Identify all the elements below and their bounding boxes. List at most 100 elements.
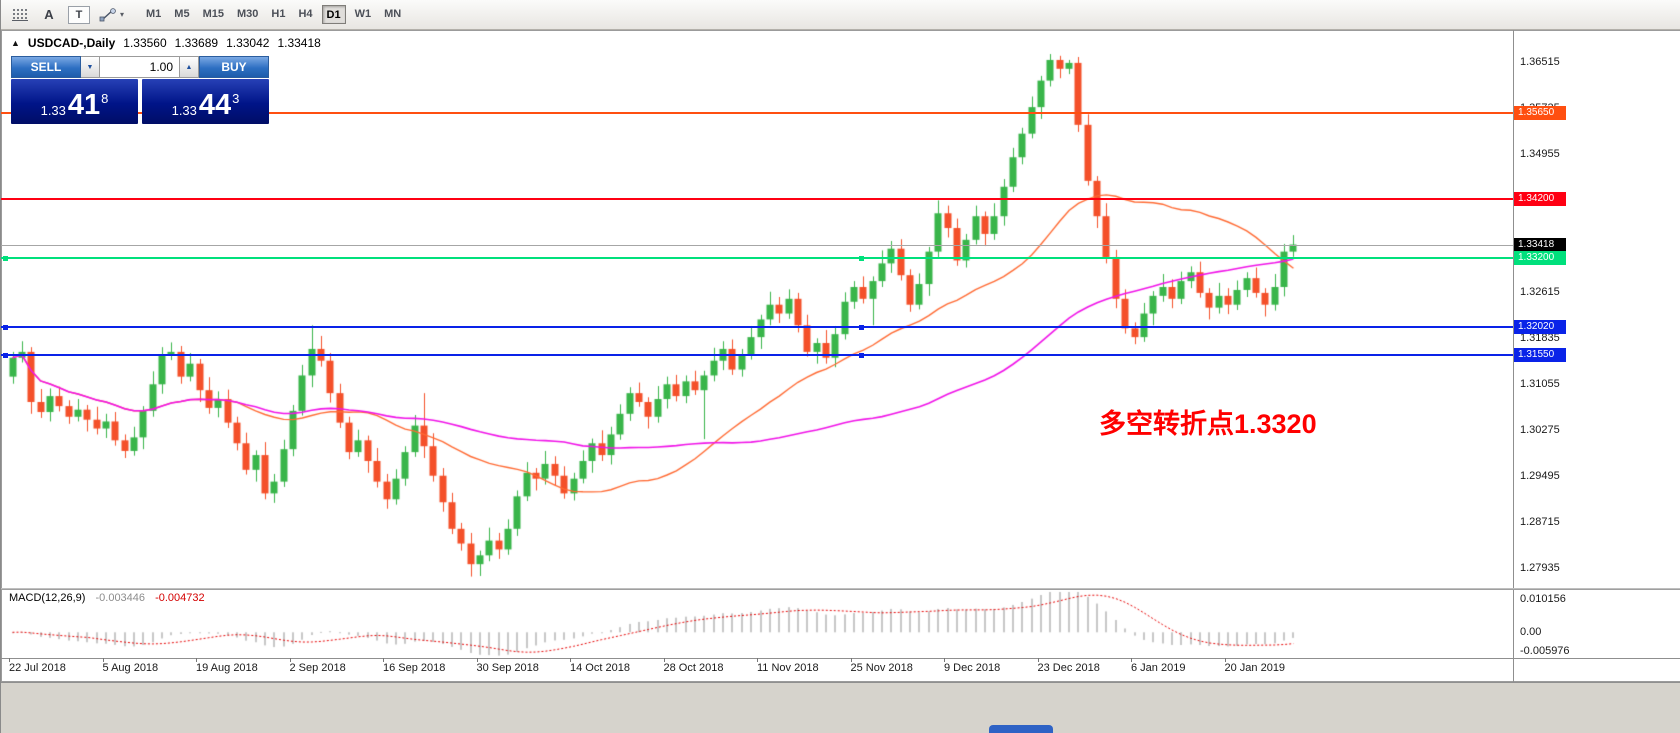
price-axis-label: 1.28715 [1520, 516, 1560, 528]
hline-1.31550[interactable] [1, 353, 1513, 356]
shapes-tool-icon[interactable]: ▾ [99, 4, 124, 26]
toolbar: A T ▾ M1 M5 M15 M30 H1 H4 D1 W1 MN [1, 0, 1680, 30]
line-handle[interactable] [3, 255, 8, 261]
sell-price-prefix: 1.33 [40, 103, 66, 118]
time-axis-label: 11 Nov 2018 [757, 662, 819, 674]
time-axis-label: 9 Dec 2018 [944, 662, 1001, 674]
line-handle[interactable] [859, 352, 864, 358]
price-axis-label: 1.27935 [1520, 562, 1560, 574]
time-axis-tick [196, 658, 197, 662]
time-axis-label: 14 Oct 2018 [570, 662, 630, 674]
open-value: 1.33560 [123, 36, 167, 50]
price-axis-label: 1.31835 [1520, 332, 1560, 344]
dropdown-caret-icon: ▾ [120, 10, 125, 19]
sell-button[interactable]: SELL [11, 56, 81, 78]
text-tool-icon[interactable]: T [68, 5, 90, 24]
grid-icon-glyph [12, 8, 28, 21]
time-axis-label: 16 Sep 2018 [383, 662, 446, 674]
one-click-toggle[interactable]: ▲ [11, 38, 20, 48]
macd-signal-value: -0.004732 [155, 592, 205, 604]
hline-1.35650[interactable] [1, 112, 1513, 115]
time-axis-tick [383, 658, 384, 662]
time-axis-label: 28 Oct 2018 [663, 662, 724, 674]
volume-spin-up-button[interactable]: ▲ [180, 56, 199, 78]
time-axis-label: 19 Aug 2018 [196, 662, 258, 674]
price-axis-label: 1.36515 [1520, 56, 1560, 68]
timeframe-button-h1[interactable]: H1 [271, 8, 286, 20]
timeframe-button-m5[interactable]: M5 [174, 8, 190, 20]
buy-price-display[interactable]: 1.33 44 3 [142, 79, 269, 124]
chart-info-line: ▲ USDCAD-,Daily 1.33560 1.33689 1.33042 … [11, 36, 321, 50]
timeframe-group: M1 M5 M15 M30 H1 H4 D1 W1 MN [142, 5, 405, 24]
time-axis-tick [1131, 658, 1132, 662]
symbol-label: USDCAD-,Daily [27, 36, 116, 50]
time-axis-tick [103, 658, 104, 662]
line-handle[interactable] [859, 255, 864, 261]
chart-annotation[interactable]: 多空转折点1.3320 [1099, 409, 1317, 439]
timeframe-button-m15[interactable]: M15 [202, 8, 224, 20]
line-handle[interactable] [3, 352, 8, 358]
hline-1.34200[interactable] [1, 197, 1513, 200]
time-axis-tick [757, 658, 758, 662]
desktop-strip [1, 682, 1680, 733]
price-flag-1.33418: 1.33418 [1514, 237, 1566, 252]
time-axis-tick [9, 658, 10, 662]
high-value: 1.33689 [174, 36, 219, 50]
timeframe-button-mn[interactable]: MN [384, 8, 402, 20]
time-axis-tick [664, 658, 665, 662]
price-flag-1.32020: 1.32020 [1514, 320, 1566, 335]
buy-price-frac: 3 [232, 91, 240, 106]
time-axis-tick [290, 658, 291, 662]
time-axis-label: 25 Nov 2018 [850, 662, 913, 674]
macd-axis-label: -0.005976 [1520, 645, 1570, 657]
line-handle[interactable] [3, 325, 8, 331]
buy-price-pips: 44 [198, 89, 232, 121]
line-handle[interactable] [859, 325, 864, 331]
taskbar-item[interactable] [989, 725, 1053, 733]
price-flag-1.31550: 1.31550 [1514, 347, 1566, 362]
time-axis-label: 6 Jan 2019 [1131, 662, 1186, 674]
time-axis-tick [1225, 658, 1226, 662]
price-flag-1.34200: 1.34200 [1514, 191, 1566, 206]
time-axis-tick [1038, 658, 1039, 662]
time-axis-label: 22 Jul 2018 [9, 662, 66, 674]
price-axis-label: 1.31055 [1520, 378, 1560, 390]
trendline-icon [99, 7, 116, 21]
price-chart-canvas[interactable] [1, 30, 1513, 682]
timeframe-button-w1[interactable]: W1 [354, 8, 372, 20]
macd-indicator-label: MACD(12,26,9) -0.003446 -0.004732 [9, 592, 205, 604]
buy-price-prefix: 1.33 [171, 103, 197, 118]
sell-price-pips: 41 [67, 89, 101, 121]
time-axis-tick [944, 658, 945, 662]
time-axis-tick [570, 658, 571, 662]
hline-1.32020[interactable] [1, 326, 1513, 329]
time-axis-label: 23 Dec 2018 [1037, 662, 1100, 674]
price-axis-label: 1.34955 [1520, 148, 1560, 160]
hline-1.33200[interactable] [1, 256, 1513, 259]
macd-main-value: -0.003446 [95, 592, 146, 604]
timeframe-button-d1[interactable]: D1 [321, 5, 346, 24]
close-value: 1.33418 [277, 36, 321, 50]
timeframe-button-h4[interactable]: H4 [298, 8, 313, 20]
text-label-icon[interactable]: A [44, 7, 54, 22]
sell-price-frac: 8 [101, 91, 109, 106]
volume-dropdown-button[interactable]: ▼ [81, 56, 100, 78]
sell-price-display[interactable]: 1.33 41 8 [11, 79, 138, 124]
buy-button[interactable]: BUY [199, 56, 269, 78]
price-axis-label: 1.32615 [1520, 286, 1560, 298]
time-axis-label: 5 Aug 2018 [102, 662, 159, 674]
price-axis-label: 1.30275 [1520, 424, 1560, 436]
price-axis-border [1513, 30, 1514, 682]
timeframe-button-m30[interactable]: M30 [236, 8, 259, 20]
volume-input[interactable] [100, 56, 180, 78]
macd-pane-splitter[interactable] [1, 588, 1680, 590]
timeframe-button-m1[interactable]: M1 [146, 8, 162, 20]
price-flag-1.35650: 1.35650 [1514, 106, 1566, 121]
time-axis-tick [851, 658, 852, 662]
macd-axis-label: 0.010156 [1520, 593, 1566, 605]
grid-icon[interactable] [10, 4, 30, 26]
hline-1.33418[interactable] [1, 244, 1513, 246]
time-axis-border [1, 658, 1680, 659]
price-axis-label: 1.29495 [1520, 470, 1560, 482]
